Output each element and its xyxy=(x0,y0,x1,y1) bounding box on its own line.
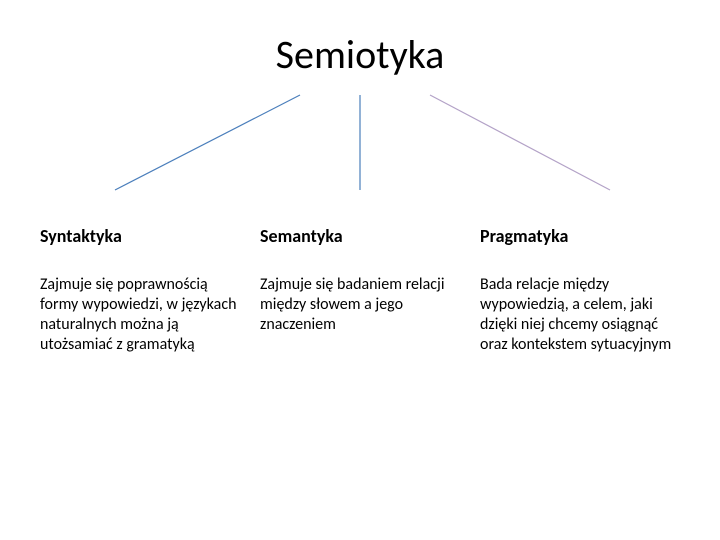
column-body: Bada relacje między wypowiedzią, a celem… xyxy=(480,275,680,355)
column-semantyka: Semantyka Zajmuje się badaniem relacji m… xyxy=(260,225,460,355)
column-heading: Pragmatyka xyxy=(480,225,680,247)
column-heading: Semantyka xyxy=(260,225,460,247)
column-heading: Syntaktyka xyxy=(40,225,240,247)
column-syntaktyka: Syntaktyka Zajmuje się poprawnością form… xyxy=(40,225,240,355)
line-right xyxy=(430,95,610,190)
column-body: Zajmuje się poprawnością formy wypowiedz… xyxy=(40,275,240,355)
column-pragmatyka: Pragmatyka Bada relacje między wypowiedz… xyxy=(480,225,680,355)
columns-container: Syntaktyka Zajmuje się poprawnością form… xyxy=(0,225,720,355)
line-left xyxy=(115,95,300,190)
column-body: Zajmuje się badaniem relacji między słow… xyxy=(260,275,460,335)
